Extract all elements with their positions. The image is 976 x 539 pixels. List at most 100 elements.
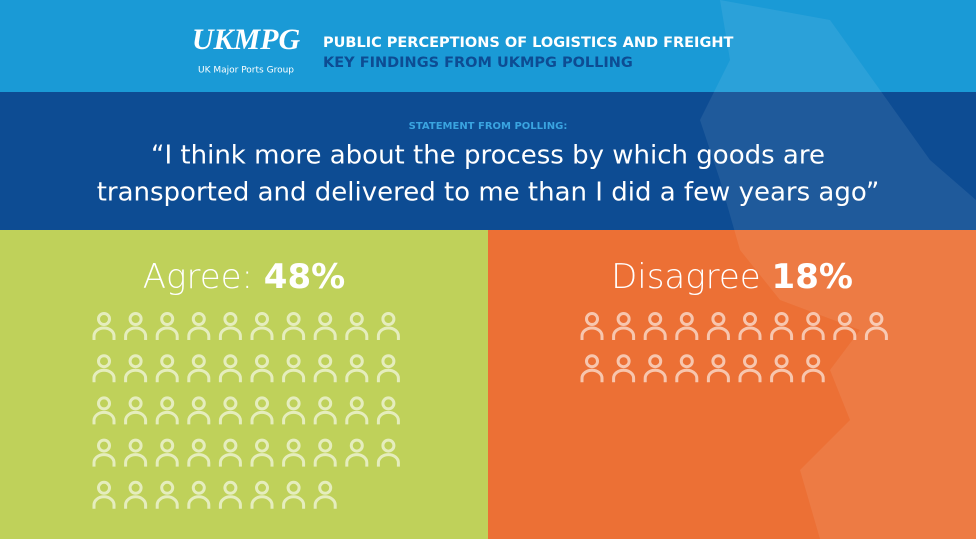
person-head xyxy=(160,396,175,411)
person-head xyxy=(255,312,269,326)
person-head xyxy=(191,312,206,326)
panel-label: Agree: xyxy=(143,257,253,297)
person-icon xyxy=(675,354,699,383)
person-body xyxy=(92,368,116,383)
person-head xyxy=(97,396,111,411)
person-body xyxy=(282,495,306,509)
person-icon xyxy=(250,396,274,425)
person-body xyxy=(92,410,116,425)
person-body xyxy=(124,368,148,383)
person-icon xyxy=(218,312,242,340)
person-head xyxy=(160,438,175,453)
person-body xyxy=(738,326,762,340)
person-head xyxy=(191,354,206,369)
person-head xyxy=(774,312,789,326)
person-head xyxy=(255,396,269,411)
person-head xyxy=(743,312,757,326)
person-head xyxy=(711,312,726,326)
person-icon xyxy=(92,480,116,509)
statement-label: STATEMENT FROM POLLING: xyxy=(409,121,568,132)
person-head xyxy=(128,312,143,326)
person-icon xyxy=(124,480,148,509)
person-body xyxy=(250,410,274,425)
person-icon xyxy=(250,438,274,467)
person-head xyxy=(648,354,663,369)
map-silhouette xyxy=(700,0,976,539)
person-icon xyxy=(706,312,730,340)
person-icon xyxy=(738,312,762,340)
agree-panel xyxy=(0,230,488,539)
person-icon xyxy=(345,312,369,340)
person-body xyxy=(92,453,116,467)
subtitle: KEY FINDINGS FROM UKMPG POLLING xyxy=(323,55,633,71)
person-body xyxy=(313,453,337,467)
person-icon xyxy=(92,312,116,340)
person-body xyxy=(770,326,794,340)
person-icon xyxy=(313,438,337,467)
person-body xyxy=(376,410,400,425)
person-icon xyxy=(155,312,179,340)
person-icon xyxy=(282,354,306,383)
person-head xyxy=(679,354,694,369)
person-body xyxy=(187,410,211,425)
person-icon xyxy=(376,312,400,340)
person-head xyxy=(837,312,852,326)
person-head xyxy=(318,480,333,495)
person-body xyxy=(282,368,306,383)
person-body xyxy=(313,495,337,509)
person-icon xyxy=(218,438,242,467)
person-icon xyxy=(187,480,211,509)
person-body xyxy=(187,368,211,383)
person-head xyxy=(191,396,206,411)
person-body xyxy=(376,453,400,467)
person-head xyxy=(318,438,333,453)
person-head xyxy=(349,438,364,453)
person-icon xyxy=(345,438,369,467)
person-head xyxy=(223,396,238,411)
person-head xyxy=(97,438,111,453)
person-head xyxy=(711,354,726,369)
person-icon xyxy=(250,480,274,509)
person-body xyxy=(155,495,179,509)
person-body xyxy=(250,453,274,467)
person-head xyxy=(191,480,206,495)
person-head xyxy=(318,396,333,411)
person-icon xyxy=(187,438,211,467)
person-head xyxy=(349,396,364,411)
person-body xyxy=(187,453,211,467)
person-head xyxy=(255,438,269,453)
person-icon xyxy=(643,354,667,383)
person-body xyxy=(92,326,116,340)
person-icon xyxy=(345,396,369,425)
person-body xyxy=(250,326,274,340)
person-body xyxy=(282,453,306,467)
person-icon xyxy=(770,354,794,383)
person-icon xyxy=(218,354,242,383)
person-head xyxy=(381,312,396,326)
person-head xyxy=(97,312,111,326)
person-body xyxy=(706,326,730,340)
person-head xyxy=(286,354,301,369)
person-body xyxy=(675,326,699,340)
person-icon xyxy=(218,396,242,425)
person-head xyxy=(223,312,238,326)
person-body xyxy=(218,326,242,340)
person-body xyxy=(376,326,400,340)
person-icon xyxy=(833,312,857,340)
person-body xyxy=(801,368,825,383)
person-head xyxy=(381,354,396,369)
person-head xyxy=(128,354,143,369)
person-icon xyxy=(187,354,211,383)
person-body xyxy=(345,410,369,425)
person-head xyxy=(381,396,396,411)
person-icon xyxy=(376,396,400,425)
person-body xyxy=(612,368,636,383)
logo: UKMPG xyxy=(192,23,301,56)
person-body xyxy=(612,326,636,340)
person-head xyxy=(286,312,301,326)
person-body xyxy=(580,326,604,340)
person-body xyxy=(643,368,667,383)
person-body xyxy=(155,368,179,383)
person-icon xyxy=(864,312,888,340)
person-body xyxy=(313,368,337,383)
